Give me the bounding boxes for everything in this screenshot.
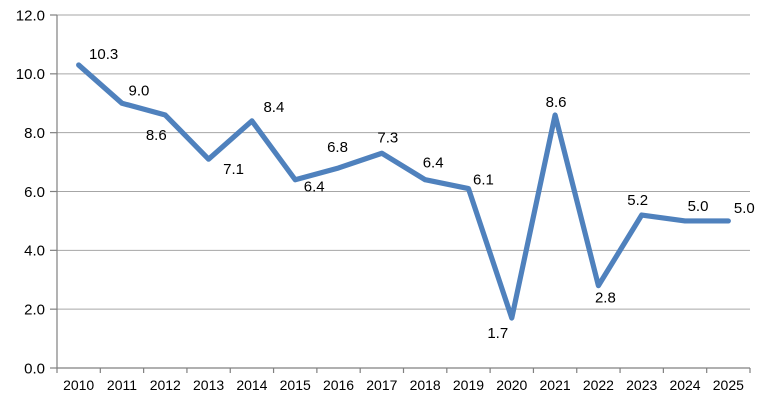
y-tick-label: 8.0	[24, 125, 45, 142]
series-line	[76, 62, 731, 321]
y-tick-label: 2.0	[24, 301, 45, 318]
y-tick-label: 10.0	[16, 66, 45, 83]
data-label: 6.8	[327, 139, 348, 156]
x-tick-label: 2023	[626, 377, 657, 393]
data-label: 10.3	[89, 46, 118, 63]
x-tick-label: 2018	[410, 377, 441, 393]
data-label: 7.1	[223, 161, 244, 178]
data-label: 2.8	[595, 290, 616, 307]
data-label: 8.4	[263, 99, 284, 116]
x-tick-label: 2020	[496, 377, 527, 393]
data-label: 8.6	[546, 94, 567, 111]
x-tick-label: 2017	[366, 377, 397, 393]
data-label: 6.1	[473, 172, 494, 189]
data-label: 1.7	[487, 325, 508, 342]
x-tick-label: 2014	[236, 377, 267, 393]
data-label: 5.2	[627, 192, 648, 209]
x-tick-label: 2025	[713, 377, 744, 393]
x-tick-label: 2022	[583, 377, 614, 393]
x-tick-label: 2013	[193, 377, 224, 393]
data-label: 5.0	[734, 200, 755, 217]
x-tick-label: 2024	[669, 377, 700, 393]
x-tick-label: 2016	[323, 377, 354, 393]
data-label: 8.6	[146, 127, 167, 144]
y-tick-label: 0.0	[24, 360, 45, 377]
data-label: 5.0	[688, 198, 709, 215]
y-tick-label: 6.0	[24, 184, 45, 201]
y-tick-label: 12.0	[16, 7, 45, 24]
x-tick-label: 2011	[107, 377, 137, 393]
y-tick-label: 4.0	[24, 243, 45, 260]
x-tick-label: 2010	[63, 377, 94, 393]
data-label: 6.4	[423, 155, 444, 172]
x-tick-label: 2021	[540, 377, 571, 393]
data-label: 7.3	[377, 129, 398, 146]
data-label: 6.4	[304, 179, 325, 196]
x-tick-label: 2019	[453, 377, 484, 393]
x-tick-label: 2015	[280, 377, 311, 393]
data-label: 9.0	[129, 82, 150, 99]
x-tick-label: 2012	[150, 377, 181, 393]
